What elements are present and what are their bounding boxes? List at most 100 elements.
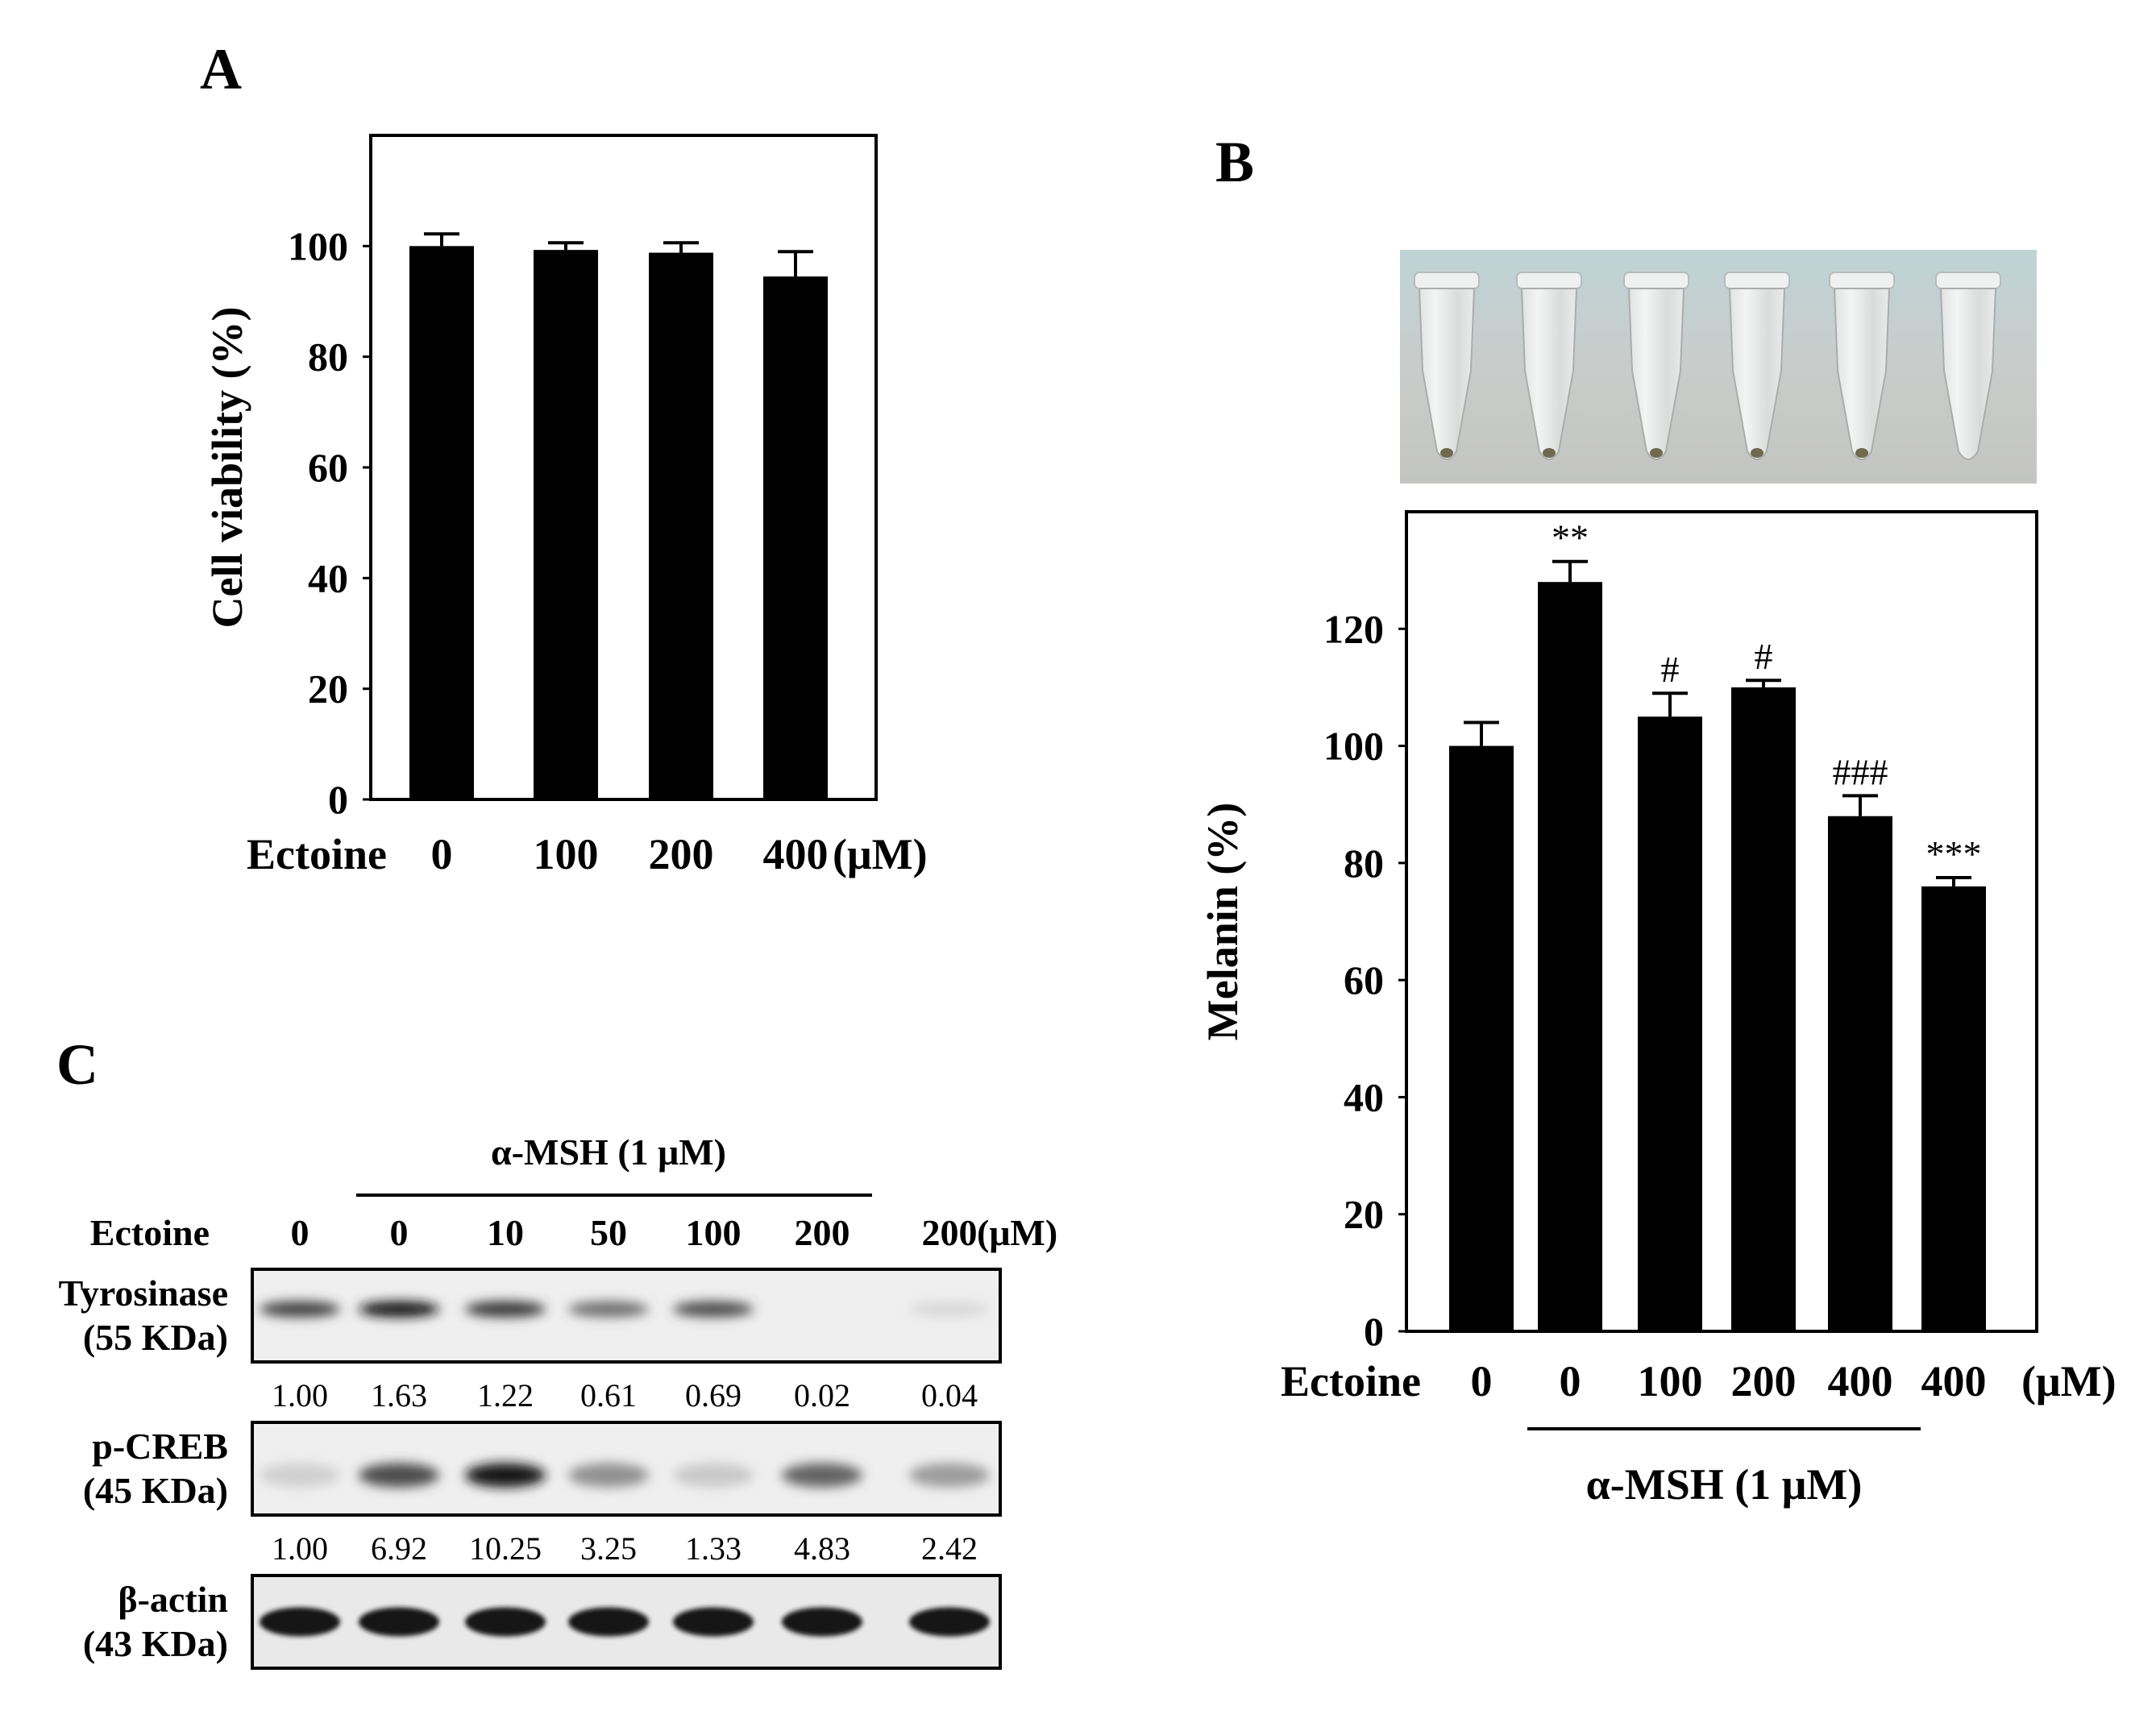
tube [1724, 272, 1790, 460]
blot-band [568, 1463, 649, 1488]
blot-row-label: p-CREB [92, 1426, 228, 1467]
y-tick-label: 80 [1344, 841, 1384, 886]
tube-photo [1400, 250, 2037, 484]
y-tick-label: 20 [1344, 1192, 1384, 1237]
x-category-label: 0 [431, 830, 453, 878]
bar [534, 250, 598, 799]
tube [1414, 272, 1480, 460]
x-category-label: 200 [1731, 1357, 1797, 1405]
blot-band [465, 1463, 546, 1488]
blot-band [673, 1301, 754, 1318]
band-quantification: 4.83 [794, 1530, 850, 1567]
bar [649, 252, 713, 799]
y-tick-label: 60 [1344, 957, 1384, 1003]
y-tick-label: 60 [308, 445, 348, 490]
bar [1538, 582, 1602, 1331]
significance-label: # [1661, 649, 1680, 690]
chart-b-melanin: 0 20 40 60 80 100 120 Melanin (%) 0 ** 0 #100 #200 ##… [1198, 510, 2117, 1509]
panel-b-letter: B [1215, 130, 1254, 194]
blot-row: p-CREB(45 KDa) 1.00 6.92 10.25 3.25 1.33 4.83 2… [83, 1421, 1002, 1567]
blot-row-kda: (45 KDa) [83, 1470, 228, 1511]
band-quantification: 0.69 [685, 1377, 742, 1414]
band-quantification: 1.00 [272, 1530, 328, 1567]
y-tick-label: 0 [328, 777, 348, 822]
panel-c-letter: C [56, 1032, 98, 1097]
blot-ectoine-value: 200 [795, 1212, 850, 1253]
bar [1731, 687, 1796, 1331]
y-tick-label: 100 [1323, 724, 1384, 769]
panel-a-letter: A [200, 37, 242, 102]
band-quantification: 1.00 [272, 1377, 328, 1414]
x-row-label: Ectoine [1281, 1357, 1421, 1405]
y-tick-label: 40 [308, 555, 348, 600]
y-tick-label: 20 [308, 666, 348, 712]
tube [1623, 272, 1689, 460]
blot-band [260, 1607, 340, 1637]
x-category-label: 100 [1638, 1357, 1703, 1405]
melanin-pellet [1543, 448, 1556, 458]
y-tick-label: 80 [308, 334, 348, 380]
blot-band [359, 1607, 439, 1637]
x-category-label: 400 [1921, 1357, 1987, 1405]
western-blot-panel: α-MSH (1 μM)Ectoine 0 0 10 50 100 200 200 (μM)Ty… [59, 1131, 1057, 1670]
blot-band [909, 1463, 990, 1488]
blot-band [673, 1607, 754, 1637]
bar [1921, 886, 1986, 1331]
band-quantification: 0.02 [794, 1377, 850, 1414]
blot-ectoine-value: 200 [922, 1212, 978, 1253]
blot-header-label: α-MSH (1 μM) [491, 1131, 726, 1173]
blot-row-label: β-actin [118, 1579, 228, 1620]
blot-ectoine-value: 50 [590, 1212, 627, 1253]
melanin-pellet [1440, 448, 1453, 458]
y-axis-title: Melanin (%) [1198, 803, 1247, 1040]
bar [763, 276, 828, 800]
x-category-label: 400 [763, 830, 829, 878]
melanin-pellet [1751, 448, 1763, 458]
blot-ectoine-value: 0 [390, 1212, 409, 1253]
tube [1516, 272, 1582, 460]
band-quantification: 10.25 [469, 1530, 542, 1567]
band-quantification: 0.61 [580, 1377, 637, 1414]
blot-band [909, 1301, 990, 1318]
plot-frame [1405, 510, 2038, 1333]
blot-band [260, 1301, 340, 1318]
y-axis-title: Cell viability (%) [203, 307, 251, 629]
band-quantification: 1.22 [477, 1377, 534, 1414]
blot-band [359, 1463, 439, 1488]
blot-row-label: Tyrosinase [59, 1272, 228, 1314]
x-unit-label: (μM) [2021, 1357, 2117, 1405]
group-label: α-MSH (1 μM) [1586, 1460, 1863, 1509]
blot-row-kda: (55 KDa) [83, 1317, 228, 1358]
x-category-label: 400 [1828, 1357, 1893, 1405]
bar [1638, 716, 1702, 1331]
x-category-label: 0 [1471, 1357, 1493, 1405]
blot-band [782, 1463, 862, 1488]
tube-photo-background [1400, 250, 2037, 484]
band-quantification: 1.63 [371, 1377, 427, 1414]
blot-band [359, 1301, 439, 1318]
melanin-pellet [1650, 448, 1663, 458]
blot-band [465, 1607, 546, 1637]
blot-row-kda: (43 KDa) [83, 1623, 228, 1664]
blot-band [782, 1607, 862, 1637]
bar [1449, 745, 1514, 1331]
blot-row: Tyrosinase(55 KDa) 1.00 1.63 1.22 0.61 0.69 0.… [59, 1268, 1002, 1414]
band-quantification: 3.25 [580, 1530, 637, 1567]
y-tick-label: 40 [1344, 1074, 1384, 1119]
blot-band [673, 1463, 754, 1488]
blot-ectoine-value: 100 [686, 1212, 742, 1253]
x-row-label: Ectoine [247, 830, 387, 878]
blot-ectoine-value: 0 [291, 1212, 309, 1253]
band-quantification: 1.33 [685, 1530, 742, 1567]
bar [409, 246, 474, 799]
tube [1935, 272, 2001, 460]
y-tick-label: 0 [1364, 1309, 1384, 1354]
bar [1828, 816, 1892, 1331]
x-category-label: 200 [649, 830, 714, 878]
band-quantification: 2.42 [921, 1530, 978, 1567]
melanin-pellet [1855, 448, 1868, 458]
tube [1829, 272, 1895, 460]
blot-ectoine-value: 10 [487, 1212, 524, 1253]
band-quantification: 0.04 [921, 1377, 978, 1414]
